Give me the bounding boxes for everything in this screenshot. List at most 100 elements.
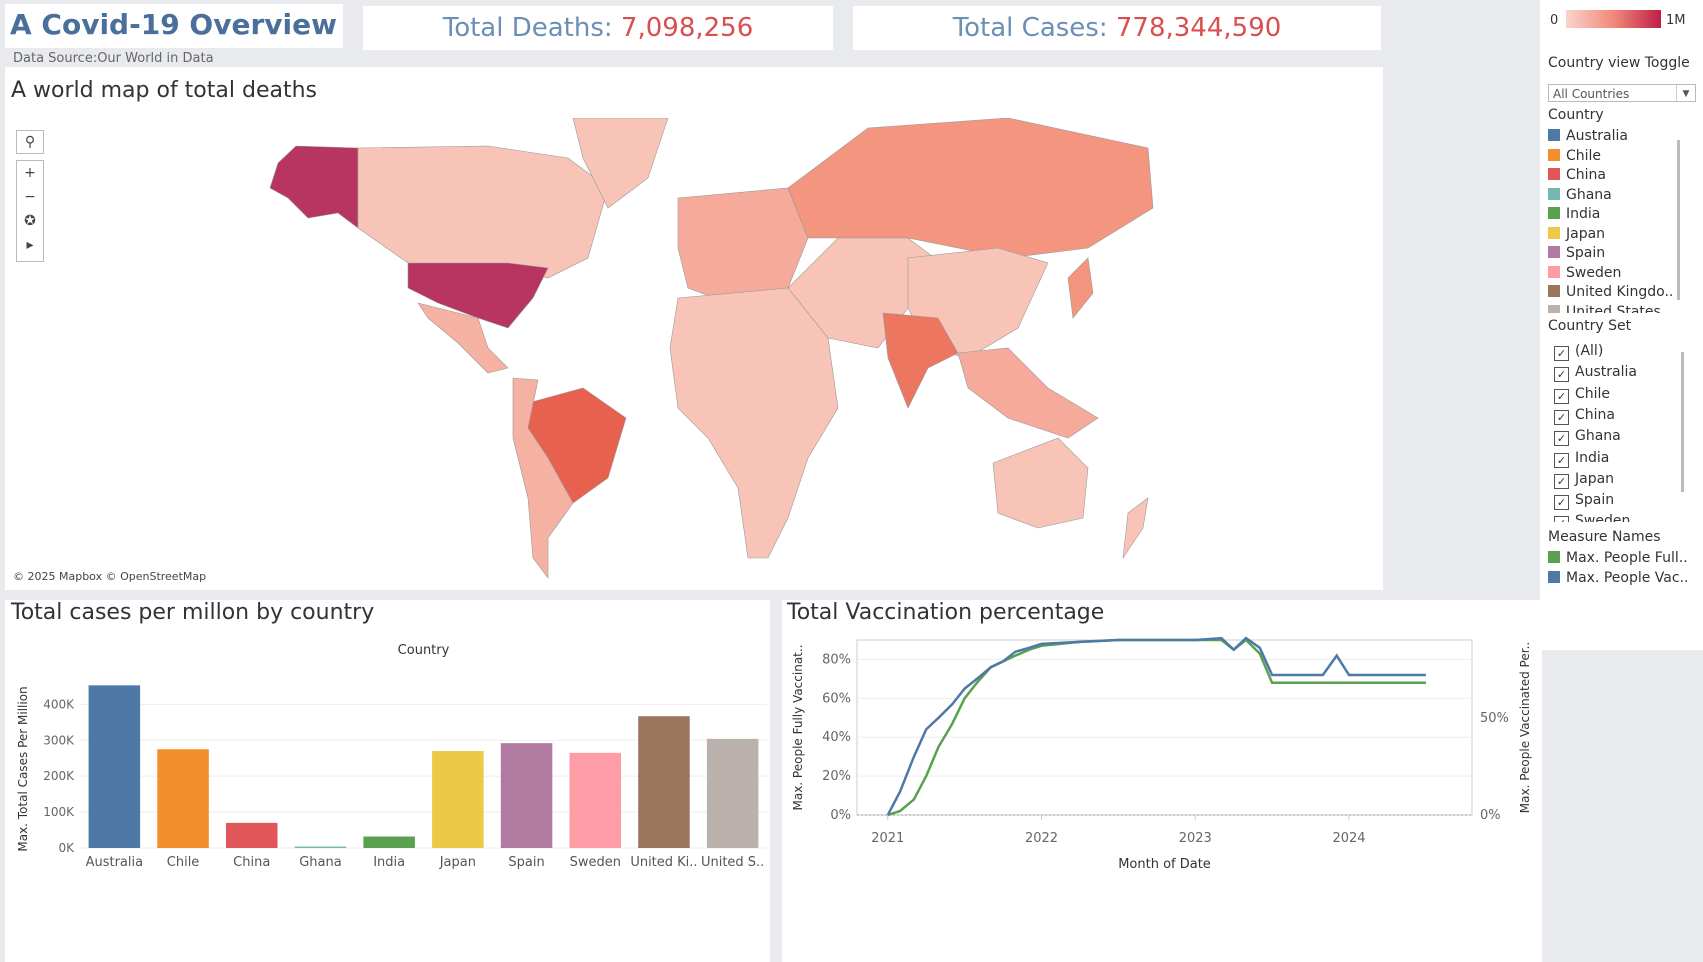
x-tick-label: Ghana: [299, 855, 342, 870]
country-set-scrollbar[interactable]: [1681, 352, 1684, 492]
bar-chart-title: Total cases per millon by country: [11, 600, 375, 625]
legend-panel: 0 1M Country view Toggle All Countries ▼…: [1540, 0, 1703, 650]
x-tick-label: United S..: [701, 855, 764, 870]
country-toggle-dropdown[interactable]: All Countries ▼: [1548, 84, 1696, 102]
x-tick-label: China: [233, 855, 270, 870]
country-set-checkbox[interactable]: ✓ China: [1554, 406, 1615, 425]
country-legend-scrollbar[interactable]: [1677, 140, 1680, 300]
x-tick-label: India: [373, 855, 405, 870]
legend-swatch: [1548, 265, 1560, 278]
checkbox-checked-icon: ✓: [1554, 516, 1569, 523]
checkbox-label: Japan: [1575, 470, 1615, 487]
legend-item-country[interactable]: India: [1548, 205, 1600, 223]
total-cases-label: Total Cases:: [952, 13, 1108, 43]
map-title: A world map of total deaths: [11, 78, 317, 103]
map-region-alaska: [269, 145, 359, 229]
bar: [432, 751, 484, 848]
bar: [157, 749, 209, 848]
legend-item-country[interactable]: Ghana: [1548, 186, 1612, 204]
bar: [294, 846, 347, 848]
country-set-checkbox[interactable]: ✓ Ghana: [1554, 427, 1621, 447]
play-icon: ▸: [26, 237, 34, 253]
legend-item-label: Sweden: [1566, 264, 1622, 281]
legend-item-label: United Kingdo..: [1566, 284, 1674, 300]
legend-item-measure[interactable]: Max. People Full..: [1548, 549, 1688, 567]
zoom-in-button[interactable]: +: [17, 161, 43, 185]
legend-swatch: [1548, 129, 1560, 141]
y-tick-label: 100K: [43, 805, 75, 819]
y-tick-label: 200K: [43, 769, 75, 783]
legend-item-country[interactable]: China: [1548, 166, 1606, 184]
x-tick-label: United Ki..: [630, 855, 697, 870]
total-deaths-kpi: Total Deaths: 7,098,256: [363, 6, 833, 50]
world-map[interactable]: ⚲ + − ✪ ▸ © 2025 Mapbox © OpenStreetMap: [8, 118, 1378, 588]
legend-swatch: [1548, 168, 1560, 180]
chevron-down-icon: ▼: [1676, 85, 1695, 101]
legend-item-country[interactable]: Australia: [1548, 127, 1628, 145]
y-tick-label: 60%: [822, 691, 851, 706]
map-region-canada: [357, 145, 609, 279]
legend-swatch: [1548, 551, 1560, 563]
map-region-japan: [1067, 257, 1094, 319]
map-region-europe: [677, 187, 809, 304]
legend-item-label: Japan: [1566, 225, 1606, 242]
y-tick-label: 0K: [58, 841, 75, 855]
legend-swatch: [1548, 246, 1560, 258]
map-region-russia: [787, 118, 1154, 259]
checkbox-checked-icon: ✓: [1554, 388, 1569, 404]
minus-icon: −: [24, 189, 36, 205]
map-region-se-asia: [957, 347, 1099, 439]
y-tick-label: 80%: [822, 652, 851, 667]
map-search-button[interactable]: ⚲: [16, 130, 44, 154]
zoom-out-button[interactable]: −: [17, 185, 43, 209]
checkbox-checked-icon: ✓: [1554, 431, 1569, 447]
country-set-checkbox[interactable]: ✓ Sweden: [1554, 512, 1631, 523]
checkbox-checked-icon: ✓: [1554, 452, 1569, 468]
checkbox-label: (All): [1575, 343, 1604, 359]
data-source: Data Source:Our World in Data: [13, 51, 214, 66]
y-right-tick-label: 50%: [1480, 711, 1509, 726]
legend-item-country[interactable]: Chile: [1548, 147, 1601, 165]
bar: [706, 738, 759, 848]
checkbox-checked-icon: ✓: [1554, 367, 1569, 383]
legend-item-label: Max. People Vac..: [1566, 569, 1689, 586]
legend-item-country[interactable]: Spain: [1548, 244, 1605, 262]
legend-item-country[interactable]: United Kingdo..: [1548, 283, 1673, 301]
legend-swatch: [1548, 304, 1560, 313]
checkbox-checked-icon: ✓: [1554, 495, 1569, 511]
checkbox-label: Ghana: [1575, 428, 1621, 445]
x-axis-label: Month of Date: [1118, 857, 1211, 872]
map-region-new-zealand: [1122, 497, 1149, 559]
legend-item-measure[interactable]: Max. People Vac..: [1548, 569, 1688, 587]
x-tick-label: Sweden: [570, 855, 621, 870]
checkbox-label: Australia: [1575, 364, 1637, 381]
x-tick-label: 2021: [871, 831, 904, 846]
pin-icon: ✪: [24, 213, 36, 229]
expand-button[interactable]: ▸: [17, 233, 43, 257]
series-line: [887, 638, 1426, 817]
map-region-south-america: [512, 377, 574, 579]
country-legend-label: Country: [1548, 107, 1604, 123]
legend-item-country[interactable]: United States: [1548, 303, 1661, 313]
country-set-checkbox[interactable]: ✓ India: [1554, 449, 1609, 468]
checkbox-label: Sweden: [1575, 513, 1631, 523]
search-icon: ⚲: [24, 134, 36, 150]
pin-button[interactable]: ✪: [17, 209, 43, 233]
line-chart-title: Total Vaccination percentage: [787, 600, 1105, 625]
map-zoom-controls: + − ✪ ▸: [16, 160, 44, 262]
total-cases-value: 778,344,590: [1115, 13, 1282, 43]
country-set-checkbox[interactable]: ✓ Spain: [1554, 491, 1614, 511]
country-set-checkbox[interactable]: ✓ (All): [1554, 342, 1604, 361]
country-set-checkbox[interactable]: ✓ Japan: [1554, 470, 1615, 489]
checkbox-label: China: [1575, 406, 1615, 423]
checkbox-checked-icon: ✓: [1554, 409, 1569, 425]
bar: [363, 836, 415, 848]
checkbox-checked-icon: ✓: [1554, 473, 1569, 489]
country-set-checkbox[interactable]: ✓ Australia: [1554, 363, 1637, 383]
bar: [569, 752, 622, 848]
legend-item-country[interactable]: Sweden: [1548, 264, 1621, 282]
legend-item-country[interactable]: Japan: [1548, 225, 1605, 243]
bar: [638, 716, 690, 848]
country-set-checkbox[interactable]: ✓ Chile: [1554, 385, 1610, 404]
bar: [88, 685, 141, 848]
